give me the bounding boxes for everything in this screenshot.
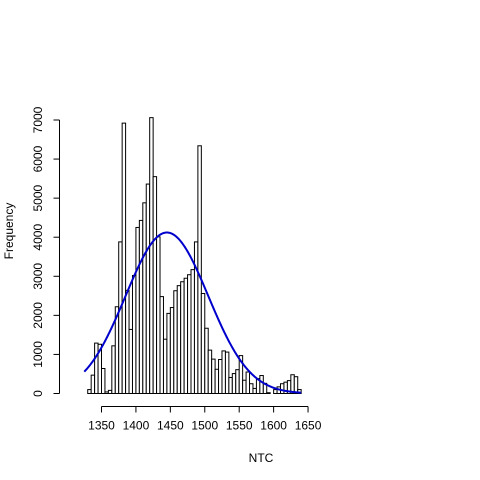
y-axis-label: Frequency (2, 203, 16, 260)
histogram-bar (280, 383, 285, 395)
histogram-bar (218, 359, 223, 394)
histogram-bar (207, 349, 213, 394)
histogram-bar (121, 122, 127, 395)
histogram-bar (211, 358, 216, 395)
histogram-bar (166, 312, 171, 394)
x-tick-label: 1500 (191, 419, 218, 433)
histogram-bar (242, 379, 247, 395)
histogram-bar (118, 241, 123, 394)
histogram-bar (290, 374, 295, 395)
histogram-bar (152, 176, 158, 394)
x-tick-label: 1400 (123, 419, 150, 433)
y-axis: 0 1000 2000 3000 4000 5000 6000 7000 (31, 106, 60, 397)
histogram-bar (90, 374, 96, 394)
histogram-bar (131, 275, 137, 394)
histogram-bar (197, 145, 202, 394)
y-tick-label: 1000 (31, 341, 45, 368)
bars (87, 117, 302, 395)
histogram-bar (183, 277, 189, 394)
y-tick-label: 5000 (31, 184, 45, 211)
y-tick-label: 7000 (31, 106, 45, 133)
x-tick-label: 1550 (226, 419, 253, 433)
histogram-bar (224, 351, 230, 395)
histogram-bar (235, 369, 240, 395)
histogram-bar (180, 281, 185, 394)
histogram-bar (162, 338, 168, 394)
histogram-bar (252, 387, 257, 395)
histogram-bar (149, 117, 154, 395)
histogram-bar (173, 290, 178, 395)
x-tick-label: 1650 (295, 419, 322, 433)
histogram-bar (245, 371, 251, 394)
histogram-bar (142, 202, 147, 394)
histogram-bar (101, 367, 106, 395)
x-tick-label: 1350 (88, 419, 115, 433)
histogram-bar (204, 327, 209, 394)
histogram-bar (125, 289, 130, 395)
histogram-bar (214, 368, 220, 395)
histogram-bar (221, 350, 226, 394)
histogram-bar (104, 391, 109, 394)
y-tick-label: 4000 (31, 224, 45, 251)
x-tick-label: 1450 (157, 419, 184, 433)
histogram-bar (249, 383, 254, 395)
histogram-bar (107, 389, 113, 395)
histogram-bar (200, 292, 206, 394)
histogram-bar (156, 236, 161, 394)
histogram-bar (94, 342, 99, 395)
histogram-bar (135, 226, 140, 394)
histogram-bar (159, 296, 164, 394)
y-tick-label: 0 (31, 390, 45, 397)
x-axis: 1350 1400 1450 1500 1550 1600 1650 (88, 406, 322, 433)
histogram-bar (266, 392, 271, 394)
x-tick-label: 1600 (260, 419, 287, 433)
histogram-bar (169, 307, 175, 394)
histogram-bar (87, 389, 92, 395)
histogram-bar (259, 375, 264, 394)
histogram-bar (228, 376, 233, 394)
x-axis-label: NTC (249, 451, 274, 465)
histogram-bar (293, 376, 299, 394)
histogram-bar (145, 183, 151, 394)
histogram-bar (238, 355, 244, 394)
histogram-bar (176, 285, 182, 395)
y-tick-label: 6000 (31, 145, 45, 172)
histogram-bar (128, 328, 133, 394)
y-tick-label: 3000 (31, 263, 45, 290)
histogram-bar (111, 345, 116, 394)
histogram-bar (231, 373, 237, 395)
histogram-bar (187, 274, 192, 395)
histogram-bar (190, 269, 195, 395)
histogram-bar (138, 219, 144, 394)
histogram-bar (273, 389, 278, 395)
normal-curve (83, 231, 302, 394)
y-tick-label: 2000 (31, 302, 45, 329)
